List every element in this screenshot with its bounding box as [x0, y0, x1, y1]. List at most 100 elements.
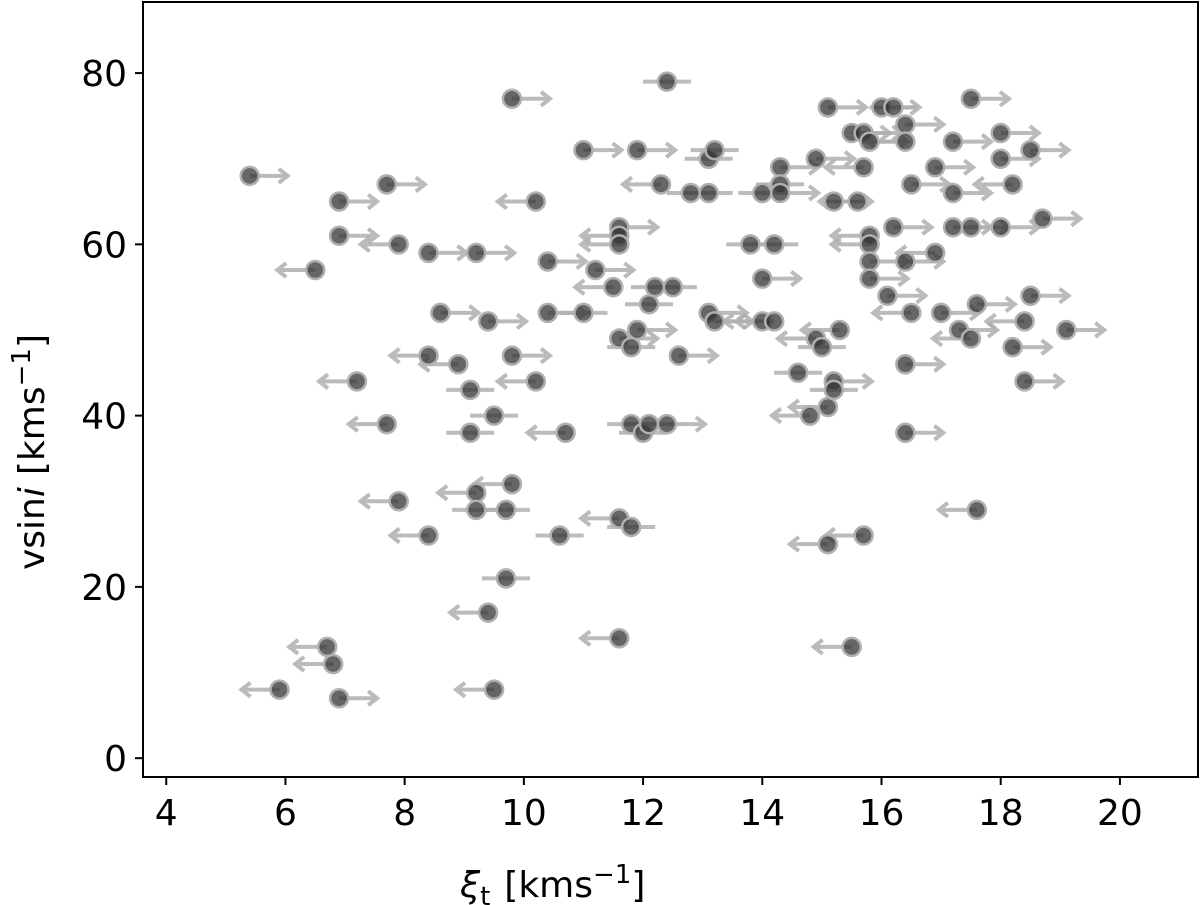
limit-arrow-head — [1004, 295, 1019, 313]
limit-arrow-head — [1040, 338, 1054, 356]
point — [459, 422, 481, 443]
limit-arrow-head — [524, 424, 538, 442]
point — [585, 259, 606, 281]
limit-arrow-head — [623, 261, 637, 279]
limit-arrow-head — [786, 398, 801, 416]
limit-arrow-head — [694, 415, 709, 433]
point — [626, 319, 648, 341]
point — [799, 405, 821, 426]
point — [769, 182, 791, 204]
limit-arrow-head — [980, 133, 995, 151]
point — [328, 687, 350, 709]
limit-arrow-head — [539, 90, 554, 108]
point — [483, 679, 505, 700]
limit-arrow-head — [468, 304, 482, 322]
point — [1020, 285, 1041, 306]
limit-arrow-head — [921, 218, 935, 236]
point — [704, 311, 725, 332]
point — [465, 499, 487, 521]
point — [752, 268, 773, 289]
x-tick-label: 18 — [978, 793, 1024, 834]
point — [537, 302, 558, 324]
y-tick-label: 0 — [104, 739, 127, 780]
point — [990, 148, 1011, 169]
point — [346, 371, 368, 392]
limit-arrow-head — [357, 492, 371, 510]
point — [769, 157, 791, 178]
x-tick-label: 16 — [859, 793, 905, 834]
x-tick-label: 4 — [155, 793, 178, 834]
point — [650, 174, 672, 195]
point — [316, 636, 338, 658]
point — [549, 525, 570, 546]
limit-arrow-head — [1058, 287, 1072, 305]
limit-arrow-head — [822, 158, 836, 176]
point — [787, 362, 809, 384]
x-tick-label: 14 — [739, 793, 785, 834]
point — [573, 302, 594, 324]
point — [763, 311, 785, 332]
point — [883, 97, 904, 118]
limit-arrow-head — [1070, 210, 1084, 228]
x-tick-label: 20 — [1097, 793, 1143, 834]
limit-arrow-head — [387, 526, 401, 545]
limit-arrow-head — [897, 270, 911, 288]
limit-arrow-head — [1058, 141, 1072, 159]
limit-arrow-head — [933, 355, 947, 373]
limit-arrow-head — [345, 415, 360, 433]
limit-arrow-head — [414, 175, 429, 193]
limit-arrow-head — [1052, 372, 1066, 390]
limit-arrow-head — [238, 681, 252, 699]
point — [847, 191, 868, 212]
x-label-subscript: t — [480, 882, 490, 905]
point — [418, 525, 439, 546]
plot-area — [238, 71, 1108, 709]
point — [662, 276, 684, 298]
limit-arrow-head — [539, 347, 554, 365]
point — [680, 182, 702, 204]
limit-arrow-head — [664, 321, 679, 339]
y-label-unit: [kms — [12, 386, 53, 475]
point — [960, 88, 982, 110]
point — [883, 216, 904, 238]
point — [698, 182, 719, 204]
point — [501, 345, 523, 366]
limit-arrow-head — [357, 235, 371, 253]
limit-arrow-head — [810, 638, 824, 656]
point — [823, 379, 845, 401]
point — [477, 602, 499, 623]
point — [966, 294, 988, 315]
limit-arrow-head — [980, 184, 995, 202]
point — [763, 234, 785, 255]
point — [960, 216, 982, 238]
point — [328, 191, 350, 212]
limit-arrow-head — [515, 312, 530, 330]
limit-arrow-head — [577, 509, 592, 527]
limit-arrow-head — [786, 535, 801, 553]
point — [942, 182, 964, 204]
point — [1002, 174, 1023, 195]
limit-arrow-head — [291, 655, 306, 673]
limit-arrow-head — [933, 115, 947, 134]
limit-arrow-head — [273, 261, 288, 279]
point — [966, 499, 988, 521]
point — [638, 294, 660, 315]
point — [620, 336, 642, 358]
limit-arrow-head — [732, 312, 747, 330]
limit-arrow-head — [807, 184, 822, 202]
limit-arrow-head — [774, 329, 789, 348]
point — [895, 131, 916, 152]
point — [1014, 311, 1035, 332]
x-axis-label: ξt [kms−1] — [459, 860, 645, 905]
point — [573, 139, 594, 161]
limit-arrow-head — [855, 98, 870, 116]
point — [805, 148, 827, 169]
point — [668, 345, 690, 366]
point — [811, 336, 833, 358]
limit-arrow-head — [577, 629, 592, 647]
point — [620, 516, 642, 538]
limit-arrow-head — [861, 372, 876, 390]
point — [644, 276, 666, 298]
point — [817, 396, 839, 418]
point — [1002, 336, 1023, 358]
